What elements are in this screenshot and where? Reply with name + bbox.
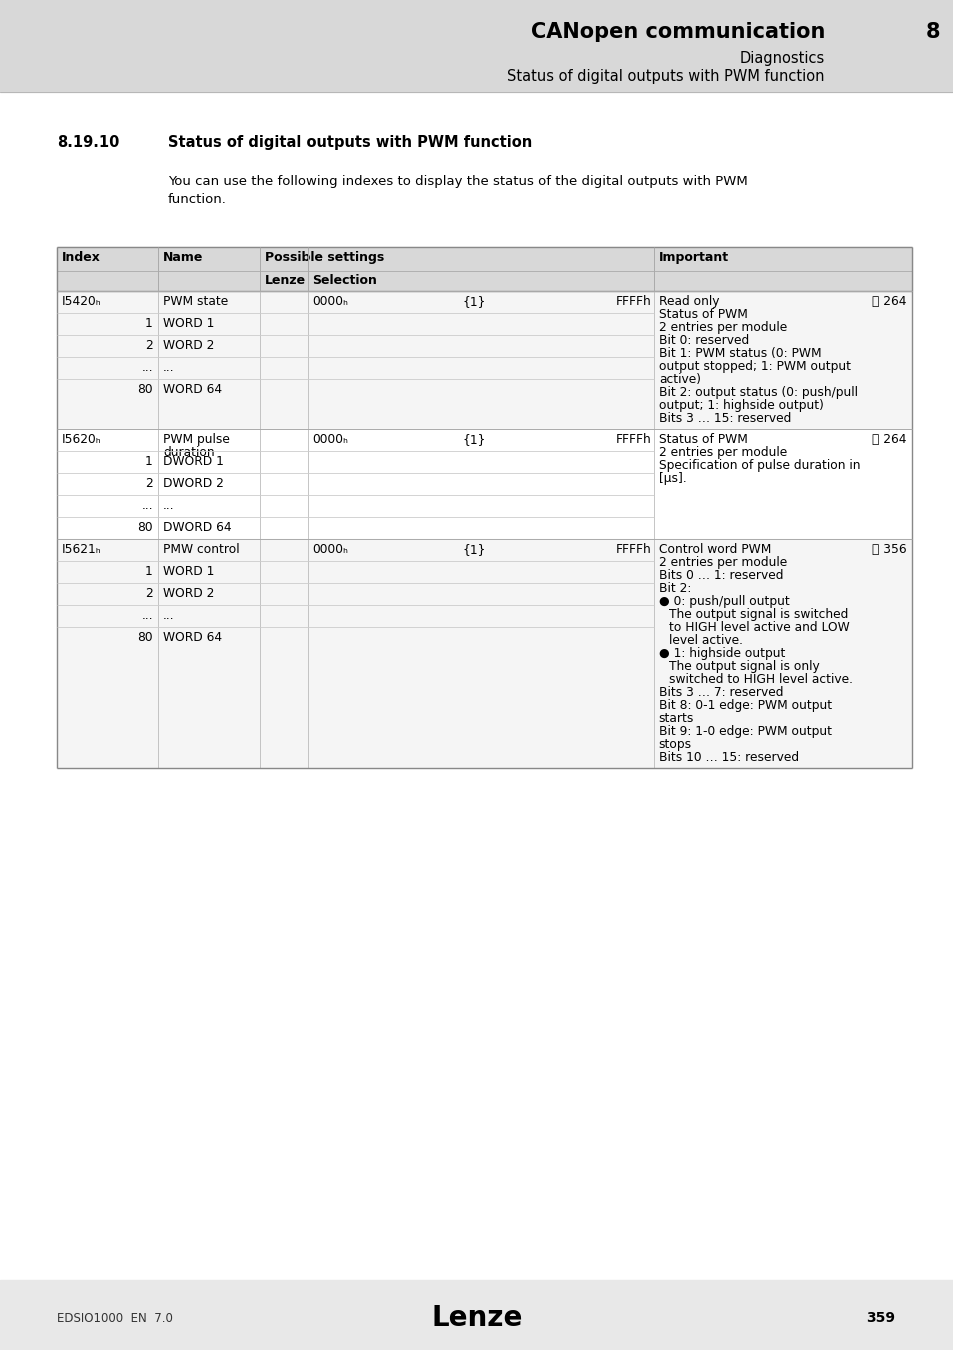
Text: Bit 9: 1-0 edge: PWM output: Bit 9: 1-0 edge: PWM output — [659, 725, 831, 738]
Text: ⧉ 264: ⧉ 264 — [872, 433, 906, 446]
Text: Diagnostics: Diagnostics — [739, 50, 824, 66]
Text: stops: stops — [659, 738, 691, 751]
Text: Index: Index — [62, 251, 101, 265]
Text: 8: 8 — [924, 22, 939, 42]
Text: PWM pulse: PWM pulse — [163, 433, 230, 446]
Text: Specification of pulse duration in: Specification of pulse duration in — [659, 459, 860, 472]
Text: 0000ₕ: 0000ₕ — [313, 296, 348, 308]
Text: 1: 1 — [145, 455, 152, 468]
Text: {1}: {1} — [461, 543, 485, 556]
Text: 80: 80 — [137, 383, 152, 396]
Text: ...: ... — [163, 609, 174, 622]
Text: active): active) — [659, 373, 700, 386]
Text: FFFFh: FFFFh — [616, 296, 651, 308]
Text: DWORD 2: DWORD 2 — [163, 477, 224, 490]
Text: switched to HIGH level active.: switched to HIGH level active. — [668, 674, 852, 686]
Text: WORD 2: WORD 2 — [163, 339, 214, 352]
Text: Read only: Read only — [659, 296, 719, 308]
Text: The output signal is only: The output signal is only — [668, 660, 819, 674]
Text: to HIGH level active and LOW: to HIGH level active and LOW — [668, 621, 849, 634]
Text: output stopped; 1: PWM output: output stopped; 1: PWM output — [659, 360, 850, 373]
Text: 1: 1 — [145, 317, 152, 329]
Text: WORD 2: WORD 2 — [163, 587, 214, 599]
Text: ...: ... — [141, 609, 152, 622]
Text: 359: 359 — [865, 1311, 894, 1324]
Text: Possible settings: Possible settings — [264, 251, 383, 265]
Text: 80: 80 — [137, 521, 152, 535]
Text: Status of digital outputs with PWM function: Status of digital outputs with PWM funct… — [507, 69, 824, 84]
Text: Bits 3 … 15: reserved: Bits 3 … 15: reserved — [659, 412, 790, 425]
Bar — [57, 429, 911, 539]
Text: Important: Important — [659, 251, 728, 265]
Text: starts: starts — [659, 711, 694, 725]
Text: {1}: {1} — [461, 433, 485, 446]
Text: FFFFh: FFFFh — [616, 433, 651, 446]
Text: WORD 1: WORD 1 — [163, 317, 214, 329]
Text: 2: 2 — [145, 477, 152, 490]
Text: Bits 3 … 7: reserved: Bits 3 … 7: reserved — [659, 686, 782, 699]
Bar — [0, 0, 953, 92]
Text: Bit 2:: Bit 2: — [659, 582, 690, 595]
Text: CANopen communication: CANopen communication — [530, 22, 824, 42]
Bar — [57, 292, 911, 429]
Text: 2: 2 — [145, 339, 152, 352]
Text: [μs].: [μs]. — [659, 472, 686, 485]
Text: The output signal is switched: The output signal is switched — [668, 608, 847, 621]
Text: WORD 64: WORD 64 — [163, 630, 222, 644]
Text: Selection: Selection — [313, 274, 377, 288]
Text: You can use the following indexes to display the status of the digital outputs w: You can use the following indexes to dis… — [168, 176, 747, 188]
Text: Status of PWM: Status of PWM — [659, 433, 747, 446]
Text: output; 1: highside output): output; 1: highside output) — [659, 400, 822, 412]
Bar — [57, 539, 911, 768]
Text: 80: 80 — [137, 630, 152, 644]
Text: 2 entries per module: 2 entries per module — [659, 556, 786, 568]
Text: ⧉ 264: ⧉ 264 — [872, 296, 906, 308]
Text: Bit 2: output status (0: push/pull: Bit 2: output status (0: push/pull — [659, 386, 857, 400]
Text: FFFFh: FFFFh — [616, 543, 651, 556]
Text: DWORD 1: DWORD 1 — [163, 455, 224, 468]
Text: Status of digital outputs with PWM function: Status of digital outputs with PWM funct… — [168, 135, 532, 150]
Text: WORD 1: WORD 1 — [163, 566, 214, 578]
Text: level active.: level active. — [668, 634, 742, 647]
Text: 2 entries per module: 2 entries per module — [659, 446, 786, 459]
Text: PMW control: PMW control — [163, 543, 239, 556]
Text: I5420ₕ: I5420ₕ — [62, 296, 102, 308]
Text: 0000ₕ: 0000ₕ — [313, 433, 348, 446]
Text: Status of PWM: Status of PWM — [659, 308, 747, 321]
Text: {1}: {1} — [461, 296, 485, 308]
Bar — [57, 247, 911, 292]
Text: Bit 0: reserved: Bit 0: reserved — [659, 333, 748, 347]
Text: Name: Name — [163, 251, 203, 265]
Text: I5620ₕ: I5620ₕ — [62, 433, 102, 446]
Text: Lenze: Lenze — [431, 1304, 522, 1332]
Text: Lenze: Lenze — [264, 274, 306, 288]
Text: ...: ... — [141, 360, 152, 374]
Text: WORD 64: WORD 64 — [163, 383, 222, 396]
Text: Bits 10 … 15: reserved: Bits 10 … 15: reserved — [659, 751, 798, 764]
Text: DWORD 64: DWORD 64 — [163, 521, 232, 535]
Text: ...: ... — [141, 500, 152, 512]
Text: 2: 2 — [145, 587, 152, 599]
Text: 0000ₕ: 0000ₕ — [313, 543, 348, 556]
Text: 8.19.10: 8.19.10 — [57, 135, 119, 150]
Text: EDSIO1000  EN  7.0: EDSIO1000 EN 7.0 — [57, 1311, 172, 1324]
Text: ⧉ 356: ⧉ 356 — [871, 543, 906, 556]
Text: I5621ₕ: I5621ₕ — [62, 543, 102, 556]
Text: ...: ... — [163, 360, 174, 374]
Bar — [0, 1280, 953, 1350]
Text: Bits 0 … 1: reserved: Bits 0 … 1: reserved — [659, 568, 782, 582]
Text: Control word PWM: Control word PWM — [659, 543, 770, 556]
Text: PWM state: PWM state — [163, 296, 228, 308]
Text: 1: 1 — [145, 566, 152, 578]
Text: ● 1: highside output: ● 1: highside output — [659, 647, 784, 660]
Text: ● 0: push/pull output: ● 0: push/pull output — [659, 595, 789, 608]
Text: ...: ... — [163, 500, 174, 512]
Text: duration: duration — [163, 446, 214, 459]
Text: function.: function. — [168, 193, 227, 207]
Text: Bit 1: PWM status (0: PWM: Bit 1: PWM status (0: PWM — [659, 347, 821, 360]
Text: 2 entries per module: 2 entries per module — [659, 321, 786, 333]
Text: Bit 8: 0-1 edge: PWM output: Bit 8: 0-1 edge: PWM output — [659, 699, 831, 711]
